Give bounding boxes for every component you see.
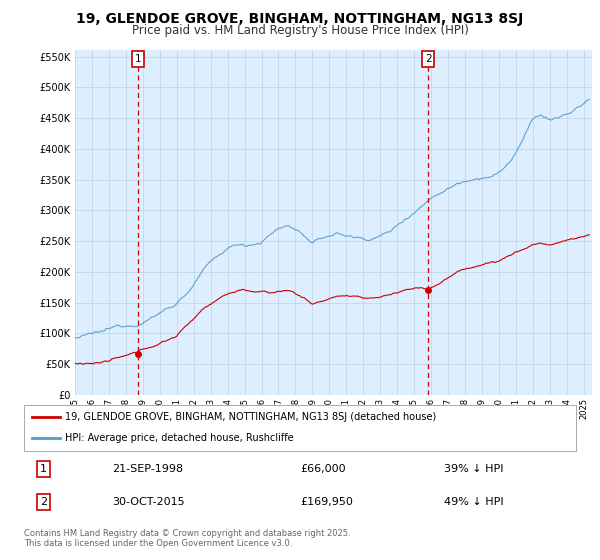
Text: 19, GLENDOE GROVE, BINGHAM, NOTTINGHAM, NG13 8SJ: 19, GLENDOE GROVE, BINGHAM, NOTTINGHAM, … [76, 12, 524, 26]
Text: £169,950: £169,950 [300, 497, 353, 507]
Text: 2: 2 [425, 54, 431, 64]
Text: 1: 1 [135, 54, 142, 64]
Text: 39% ↓ HPI: 39% ↓ HPI [443, 464, 503, 474]
Text: This data is licensed under the Open Government Licence v3.0.: This data is licensed under the Open Gov… [24, 539, 292, 548]
Text: 30-OCT-2015: 30-OCT-2015 [112, 497, 185, 507]
Text: Price paid vs. HM Land Registry's House Price Index (HPI): Price paid vs. HM Land Registry's House … [131, 24, 469, 36]
Text: 49% ↓ HPI: 49% ↓ HPI [443, 497, 503, 507]
Text: 21-SEP-1998: 21-SEP-1998 [112, 464, 184, 474]
Text: £66,000: £66,000 [300, 464, 346, 474]
Text: HPI: Average price, detached house, Rushcliffe: HPI: Average price, detached house, Rush… [65, 433, 294, 444]
Text: 19, GLENDOE GROVE, BINGHAM, NOTTINGHAM, NG13 8SJ (detached house): 19, GLENDOE GROVE, BINGHAM, NOTTINGHAM, … [65, 412, 437, 422]
Text: Contains HM Land Registry data © Crown copyright and database right 2025.: Contains HM Land Registry data © Crown c… [24, 529, 350, 538]
Text: 2: 2 [40, 497, 47, 507]
Text: 1: 1 [40, 464, 47, 474]
